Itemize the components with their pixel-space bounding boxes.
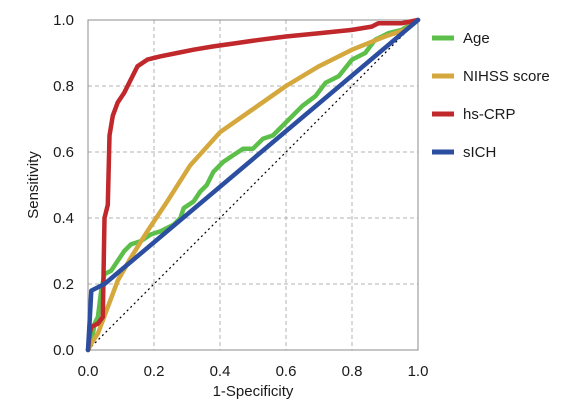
legend: Age NIHSS score hs-CRP sICH: [432, 30, 550, 161]
x-tick-label: 0.2: [144, 363, 165, 380]
y-tick-label: 0.0: [53, 342, 74, 359]
y-tick-label: 0.2: [53, 276, 74, 293]
x-tick-label: 0.8: [342, 363, 363, 380]
series-layer: [85, 17, 421, 353]
x-axis-label: 1-Specificity: [213, 383, 294, 400]
y-tick-labels: 0.0 0.2 0.4 0.6 0.8 1.0: [53, 12, 74, 359]
legend-label-age: Age: [463, 30, 490, 47]
y-tick-label: 0.4: [53, 210, 74, 227]
y-tick-label: 0.8: [53, 78, 74, 95]
legend-label-sich: sICH: [463, 144, 496, 161]
x-tick-label: 0.0: [78, 363, 99, 380]
x-tick-label: 0.4: [210, 363, 231, 380]
legend-label-hs-crp: hs-CRP: [463, 106, 516, 123]
x-tick-label: 0.6: [276, 363, 297, 380]
series-line-age: [85, 17, 421, 353]
x-tick-label: 1.0: [408, 363, 429, 380]
plot-frame: [87, 19, 419, 351]
y-axis-label: Sensitivity: [25, 151, 42, 219]
x-tick-labels: 0.0 0.2 0.4 0.6 0.8 1.0: [78, 363, 429, 380]
y-tick-label: 1.0: [53, 12, 74, 29]
series-line-sich: [85, 17, 421, 353]
legend-label-nihss-score: NIHSS score: [463, 68, 550, 85]
grid: [88, 20, 418, 350]
y-tick-label: 0.6: [53, 144, 74, 161]
